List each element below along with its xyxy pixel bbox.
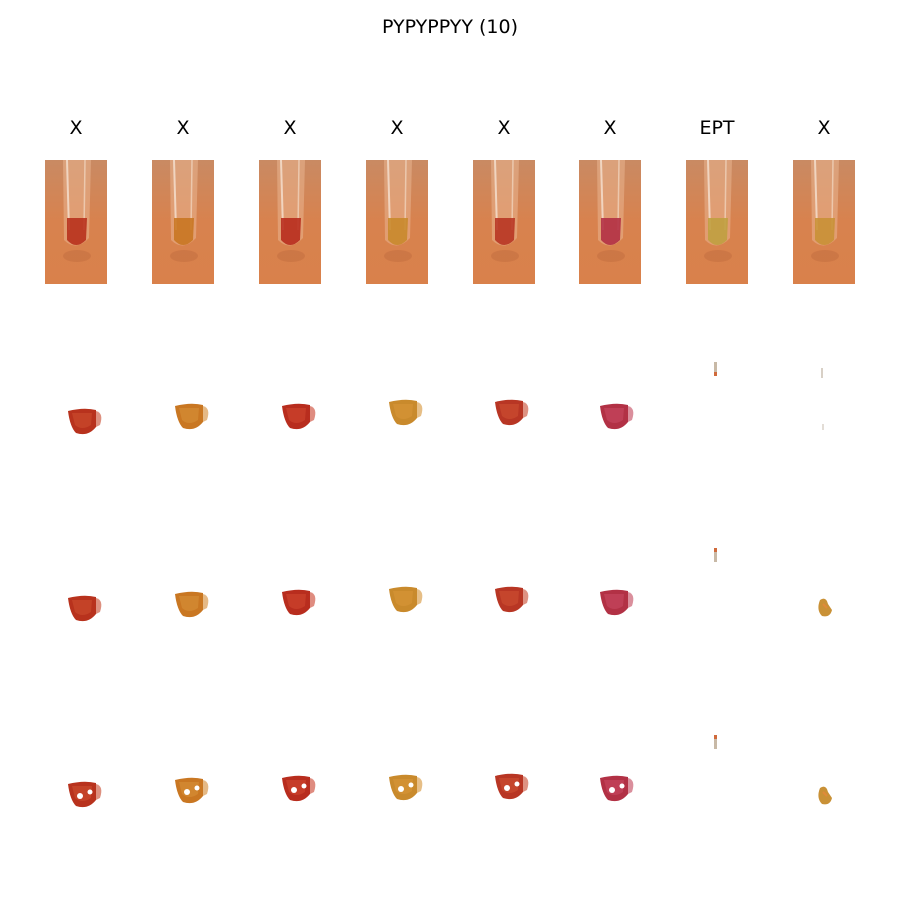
segmentation-mask — [280, 400, 320, 434]
segmentation-mask — [173, 774, 213, 808]
segmentation-mask — [712, 360, 720, 380]
column-label-5: X — [497, 117, 511, 139]
segmentation-mask — [387, 771, 427, 805]
segmentation-mask — [493, 583, 533, 617]
segmentation-mask — [173, 588, 213, 622]
segmentation-mask — [280, 586, 320, 620]
segmentation-mask — [493, 770, 533, 804]
column-label-6: X — [603, 117, 617, 139]
tube-photo — [152, 160, 214, 284]
segmentation-mask — [816, 596, 838, 620]
segmentation-mask — [818, 366, 828, 436]
segmentation-mask — [712, 733, 720, 753]
segmentation-mask — [280, 772, 320, 806]
segmentation-mask — [66, 778, 106, 812]
column-label-4: X — [390, 117, 404, 139]
segmentation-mask — [712, 546, 720, 566]
tube-photo — [686, 160, 748, 284]
column-label-2: X — [176, 117, 190, 139]
segmentation-mask — [598, 400, 638, 434]
column-label-8: X — [817, 117, 831, 139]
segmentation-mask — [816, 784, 838, 808]
segmentation-mask — [387, 396, 427, 430]
column-label-1: X — [69, 117, 83, 139]
tube-photo — [45, 160, 107, 284]
segmentation-mask — [598, 772, 638, 806]
segmentation-mask — [493, 396, 533, 430]
tube-photo — [259, 160, 321, 284]
segmentation-mask — [387, 583, 427, 617]
tube-photo — [473, 160, 535, 284]
figure-title: PYPYPPYY (10) — [381, 16, 519, 38]
tube-photo — [793, 160, 855, 284]
tube-photo — [579, 160, 641, 284]
column-label-7: EPT — [699, 117, 735, 139]
segmentation-mask — [598, 586, 638, 620]
segmentation-mask — [66, 592, 106, 626]
column-label-3: X — [283, 117, 297, 139]
segmentation-mask — [66, 405, 106, 439]
segmentation-mask — [173, 400, 213, 434]
tube-photo — [366, 160, 428, 284]
